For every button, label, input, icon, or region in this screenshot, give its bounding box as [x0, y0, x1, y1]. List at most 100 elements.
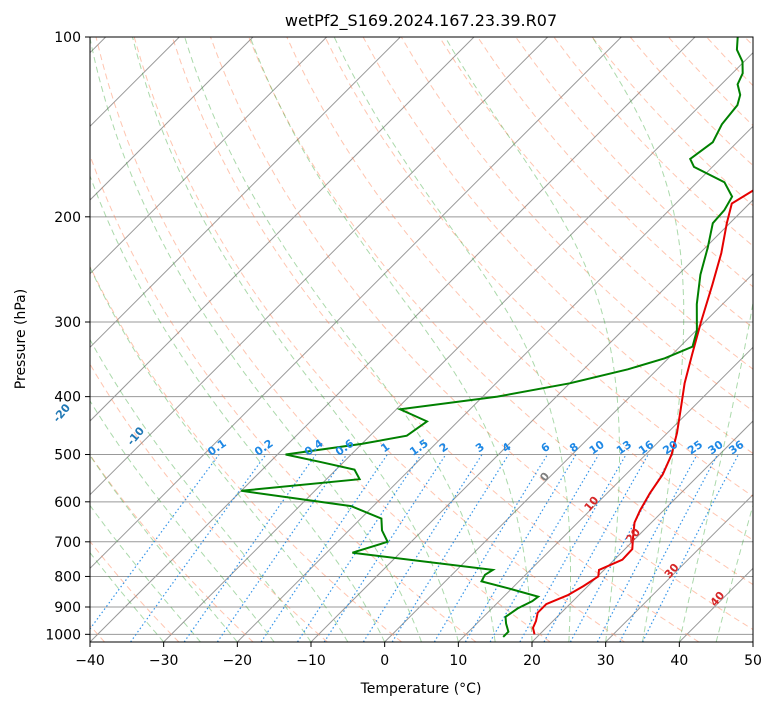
isotherm-line — [163, 51, 753, 642]
mixing-ratio-label: 2 — [437, 440, 451, 455]
chart-title: wetPf2_S169.2024.167.23.39.R07 — [285, 11, 557, 31]
dry-adiabat-line — [210, 37, 753, 631]
mixing-ratio-line — [464, 454, 577, 642]
moist-adiabat-line — [90, 266, 349, 642]
plot-frame — [89, 36, 754, 643]
y-tick-label: 700 — [54, 535, 81, 551]
mixing-ratio-line — [90, 454, 220, 630]
isotherm-line — [457, 346, 753, 642]
x-tick-label: 30 — [597, 653, 615, 669]
y-tick-label: 900 — [54, 600, 81, 616]
moist-adiabat-line — [90, 37, 422, 642]
dry-adiabat-line — [133, 37, 625, 642]
moist-adiabat-line — [333, 37, 571, 642]
y-tick-label: 200 — [54, 210, 81, 226]
moist-adiabat-label: 0 — [537, 470, 552, 484]
isotherm-line — [90, 37, 328, 275]
moist-adiabat-line — [90, 174, 386, 642]
moist-adiabat-line — [249, 37, 533, 642]
mixing-ratio-line — [296, 454, 422, 642]
y-axis: 100 200 300 400 500 600 700 800 900 1000 — [45, 30, 90, 643]
moist-adiabat-label: 10 — [582, 494, 602, 514]
dry-adiabat-line — [90, 265, 403, 642]
x-tick-label: 20 — [523, 653, 541, 669]
x-axis-label: Temperature (°C) — [360, 681, 482, 697]
dry-adiabat-line — [90, 363, 328, 642]
mixing-ratio-line — [433, 454, 549, 642]
mixing-ratio-label: 0.1 — [205, 437, 228, 459]
mixing-ratio-line — [130, 454, 267, 642]
x-tick-label: −20 — [223, 653, 253, 669]
moist-adiabat-line — [90, 504, 201, 642]
mixing-ratio-line — [323, 454, 447, 642]
isotherm-line — [310, 199, 753, 642]
isotherm-line — [90, 37, 254, 201]
moist-adiabat-line — [132, 37, 459, 642]
mixing-ratio-label: 0.2 — [252, 437, 275, 459]
mixing-ratio-label: 3 — [473, 440, 487, 455]
mixing-ratio-line — [362, 454, 483, 642]
isotherm-line — [236, 125, 753, 642]
dry-adiabat-line — [90, 153, 477, 642]
moist-adiabat-line — [184, 37, 496, 642]
dry-adiabat-line — [286, 37, 753, 541]
data-lines — [241, 37, 753, 638]
moist-adiabat-line — [90, 338, 312, 642]
y-tick-label: 800 — [54, 569, 81, 585]
isotherm-line — [605, 493, 753, 642]
x-tick-label: −10 — [296, 653, 326, 669]
mixing-ratio-label: 0.6 — [333, 437, 357, 459]
dry-adiabat-line — [90, 453, 254, 642]
x-axis: −40 −30 −20 −10 0 10 20 30 40 50 — [75, 642, 762, 669]
x-tick-label: −40 — [75, 653, 105, 669]
moist-adiabat-line — [591, 37, 685, 642]
x-tick-label: 50 — [744, 653, 762, 669]
dry-adiabat-line — [668, 37, 753, 127]
moist-adiabat-line — [715, 503, 753, 642]
isotherm-line — [384, 272, 753, 642]
isotherm-line — [90, 37, 475, 422]
y-tick-label: 400 — [54, 390, 81, 406]
isotherm-line — [90, 37, 696, 642]
x-tick-label: 0 — [380, 653, 389, 669]
background-lines — [90, 37, 753, 642]
isotherm-line — [90, 37, 401, 349]
y-tick-label: 100 — [54, 30, 81, 46]
x-tick-label: 10 — [449, 653, 467, 669]
moist-adiabat-line — [90, 454, 238, 642]
moist-adiabat-line — [678, 299, 753, 642]
moist-adiabat-label: 20 — [623, 526, 643, 546]
x-tick-label: −30 — [149, 653, 179, 669]
mixing-ratio-label: 6 — [539, 440, 553, 455]
dry-adiabat-line — [515, 37, 753, 288]
y-axis-label: Pressure (hPa) — [13, 289, 29, 389]
isotherm-line — [531, 420, 753, 642]
mixing-ratio-line — [489, 454, 600, 642]
moist-adiabat-line — [90, 400, 275, 642]
isotherm-line — [90, 37, 549, 496]
dry-adiabat-line — [324, 37, 753, 498]
dry-adiabat-line — [171, 37, 700, 642]
moist-adiabat-line — [752, 640, 753, 642]
temperature-profile-line — [531, 189, 753, 635]
moist-adiabat-label: 30 — [662, 561, 682, 581]
mixing-ratio-line — [260, 454, 388, 642]
y-tick-label: 1000 — [45, 627, 81, 643]
mixing-ratio-label: 1.5 — [407, 437, 430, 459]
dewpoint-profile-line — [241, 37, 744, 638]
mixing-ratio-line — [216, 454, 348, 642]
dry-adiabat-line — [95, 37, 551, 642]
x-tick-label: 40 — [670, 653, 688, 669]
y-tick-label: 500 — [54, 448, 81, 464]
moist-adiabat-line — [444, 37, 620, 642]
y-tick-label: 300 — [54, 315, 81, 331]
dry-adiabat-line — [400, 37, 753, 412]
dry-adiabat-line — [744, 37, 753, 47]
dry-adiabat-line — [248, 37, 753, 586]
isotherm-line — [752, 641, 753, 642]
moist-adiabat-label: 40 — [708, 589, 728, 609]
dry-adiabat-line — [438, 37, 753, 370]
mixing-ratio-label: 0.4 — [302, 437, 326, 459]
mixing-ratio-line — [519, 454, 627, 642]
